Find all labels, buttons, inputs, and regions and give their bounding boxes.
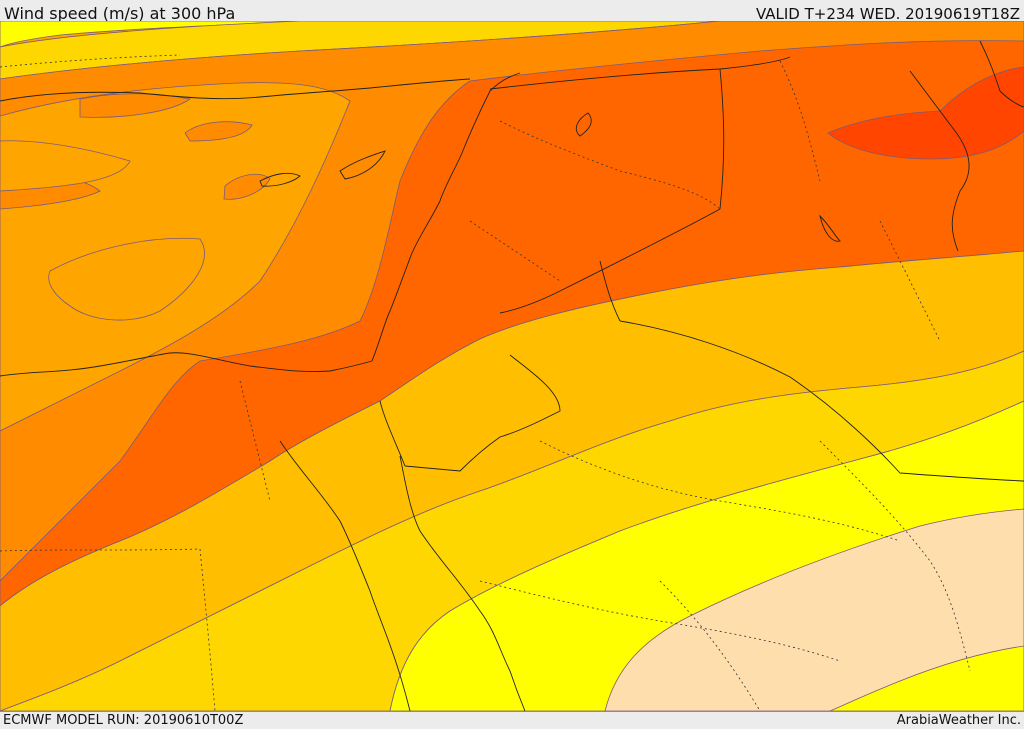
island-dark-orange-1: [79, 93, 191, 118]
coastlines: [0, 40, 1024, 712]
band-wheat-min: [604, 508, 1024, 712]
admin-borders: [0, 54, 971, 712]
map-title: Wind speed (m/s) at 300 hPa: [4, 4, 236, 23]
island-dark-orange-3: [184, 121, 253, 142]
island-orange-2: [0, 140, 131, 192]
band-red-orange-max: [827, 66, 1024, 160]
model-run: ECMWF MODEL RUN: 20190610T00Z: [3, 713, 244, 728]
title-bar: Wind speed (m/s) at 300 hPa VALID T+234 …: [0, 0, 1024, 23]
credit: ArabiaWeather Inc.: [896, 713, 1021, 728]
wind-speed-map: [0, 21, 1024, 712]
borders: [379, 56, 1024, 482]
map-canvas: [0, 21, 1024, 712]
island-orange-1: [48, 237, 205, 321]
valid-time: VALID T+234 WED. 20190619T18Z: [755, 5, 1020, 23]
footer-bar: ECMWF MODEL RUN: 20190610T00Z ArabiaWeat…: [0, 712, 1024, 729]
island-dark-orange-4: [223, 173, 271, 200]
